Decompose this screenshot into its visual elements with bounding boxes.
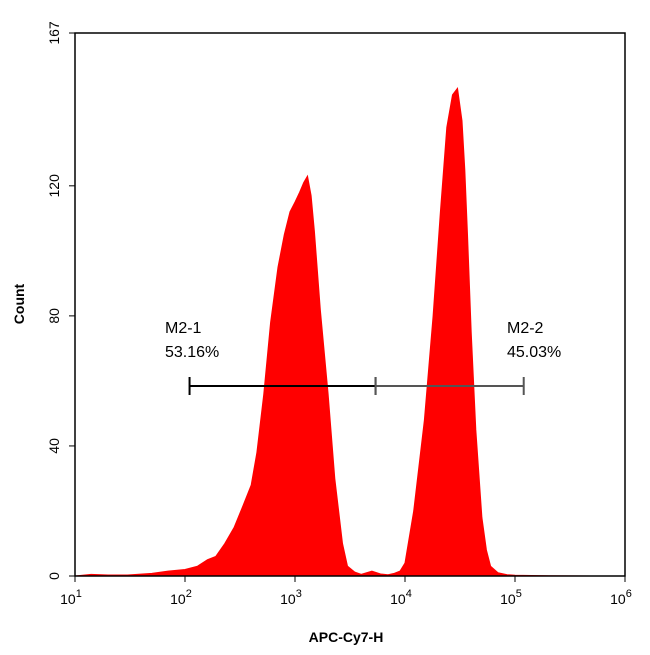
gate-percent-label: 45.03% [507, 344, 561, 361]
x-tick-label: 102 [170, 588, 192, 607]
x-tick-label: 106 [610, 588, 632, 607]
histogram-series-0 [74, 87, 625, 577]
plot-frame [74, 32, 626, 577]
gate-percent-label: 53.16% [165, 344, 219, 361]
y-tick-label: 120 [46, 174, 62, 198]
y-tick-label: 40 [46, 438, 62, 454]
series-layer [74, 87, 625, 577]
x-tick-label: 103 [280, 588, 302, 607]
gate-name-label: M2-2 [507, 320, 544, 337]
y-tick-label: 0 [46, 572, 62, 580]
y-tick-label: 167 [46, 21, 62, 45]
y-axis-title: Count [11, 283, 27, 324]
x-tick-label: 104 [390, 588, 412, 607]
y-tick-label: 80 [46, 308, 62, 324]
x-axis-title: APC-Cy7-H [309, 629, 384, 645]
axis-layer: 101 102 103 104 105 106 0 40 80 120 167 [46, 21, 632, 607]
x-tick-label: 101 [60, 588, 82, 607]
gate-name-label: M2-1 [165, 320, 202, 337]
x-tick-label: 105 [500, 588, 522, 607]
gate-layer: M2-1 53.16% M2-2 45.03% [165, 320, 561, 395]
